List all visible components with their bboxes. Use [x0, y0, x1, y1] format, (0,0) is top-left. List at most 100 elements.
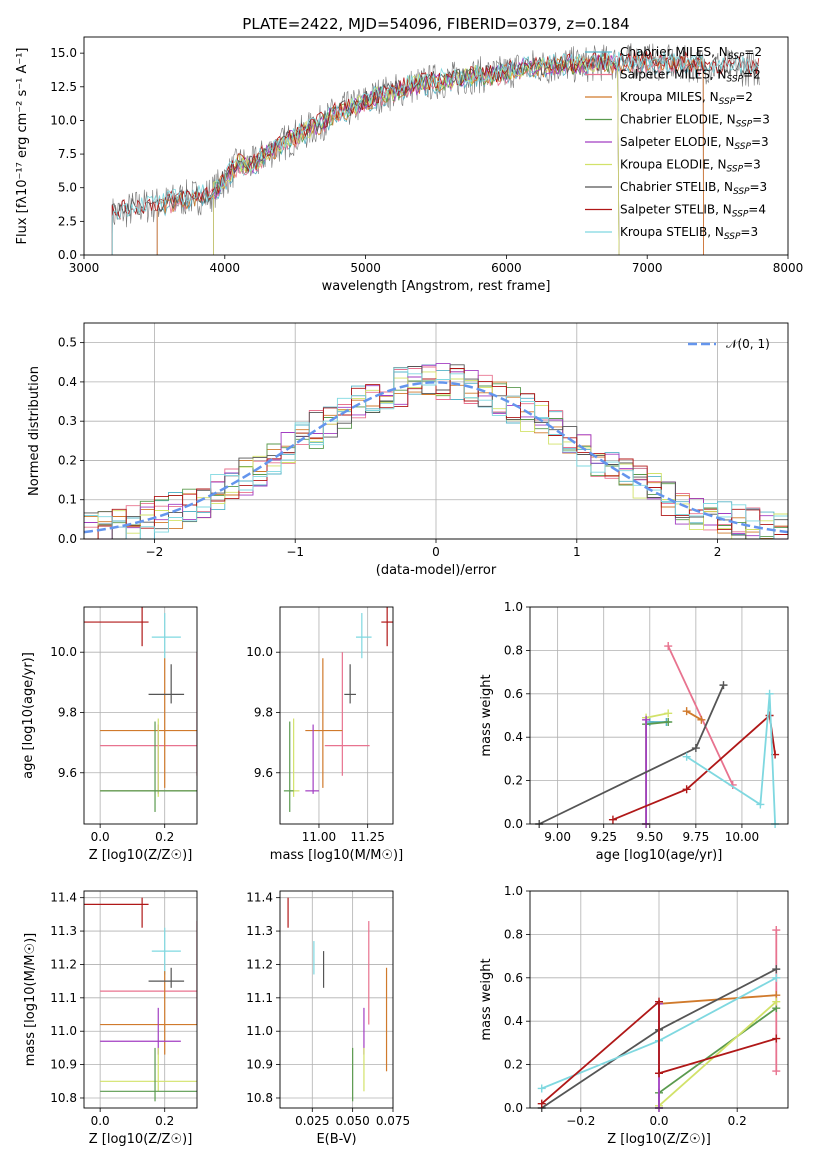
y-tick-label: 7.5	[58, 147, 77, 161]
panel-massweight_vs_age: 9.00 9.25 9.50 9.75 10.00 0.0 0.2 0.4 0.6 0.8 1.0 a…	[479, 600, 789, 863]
hist-krou_stelib	[84, 367, 788, 540]
errorbar-krou_stelib	[355, 613, 372, 659]
errorbar-chab_stelib	[344, 664, 356, 704]
x-tick-label: 9.00	[544, 830, 571, 844]
x-axis-label: wavelength [Angstrom, rest frame]	[322, 279, 551, 294]
y-tick-label: 12.5	[50, 80, 77, 94]
y-axis-label: Flux [fλ10⁻¹⁷ erg cm⁻² s⁻¹ A⁻¹]	[15, 48, 30, 245]
y-tick-label: 0.8	[504, 643, 523, 657]
y-tick-label: 1.0	[504, 884, 523, 898]
series-marker	[772, 1034, 781, 1043]
x-axis-label: age [log10(age/yr)]	[596, 848, 723, 863]
errorbar-salp_miles	[100, 921, 197, 1025]
panel-age_vs_z: 0.0 0.2 9.6 9.8 10.0 Z [log10(Z/Z☉)] age [log1…	[21, 606, 198, 863]
y-axis-label: mass weight	[479, 958, 494, 1040]
series-line	[686, 710, 702, 721]
y-tick-label: 10.8	[50, 1091, 77, 1105]
errorbar-salp_elodie	[305, 724, 319, 794]
panel-residuals: −2 −1 0 1 2 0.0 0.1 0.2 0.3 0.4 0.5 (data-model)/er…	[27, 322, 789, 578]
y-tick-label: 0.0	[504, 817, 523, 831]
y-tick-label: 11.2	[246, 957, 273, 971]
y-tick-label: 15.0	[50, 46, 77, 60]
x-tick-label: 9.25	[590, 830, 617, 844]
y-tick-label: 9.8	[58, 705, 77, 719]
y-tick-label: 0.6	[504, 971, 523, 985]
x-tick-label: 0.050	[335, 1114, 369, 1128]
y-tick-label: 11.0	[50, 1024, 77, 1038]
series-marker	[719, 681, 728, 690]
x-tick-label: 0.075	[376, 1114, 410, 1128]
legend-label: Chabrier ELODIE, NSSP=3	[620, 113, 770, 130]
errorbar-krou_stelib	[151, 927, 181, 975]
panel-age_vs_mass: 11.00 11.25 9.6 9.8 10.0 mass [log10(M/M☉)]	[246, 606, 403, 863]
y-tick-label: 0.4	[58, 375, 77, 389]
axes-frame	[83, 606, 198, 825]
series-marker	[772, 926, 781, 935]
y-tick-label: 9.8	[254, 705, 273, 719]
y-tick-label: 1.0	[504, 600, 523, 614]
panel-mass_vs_ebv: 0.025 0.050 0.075 10.8 10.9 11.0 11.1 11.2 11.3 1…	[246, 890, 410, 1147]
errorbar-salp_elodie	[100, 724, 197, 794]
y-tick-label: 0.4	[504, 1014, 523, 1028]
errorbar-salp_stelib	[84, 607, 149, 647]
legend-label: Kroupa ELODIE, NSSP=3	[620, 158, 761, 175]
x-tick-label: 3000	[69, 261, 100, 275]
errorbar-chab_elodie	[100, 1047, 197, 1102]
axes-frame	[529, 890, 789, 1109]
y-tick-label: 0.1	[58, 493, 77, 507]
y-tick-label: 10.0	[50, 645, 77, 659]
x-tick-label: −2	[146, 545, 164, 559]
x-tick-label: 0.0	[91, 830, 110, 844]
y-axis-label: mass weight	[479, 674, 494, 756]
y-tick-label: 11.1	[246, 991, 273, 1005]
legend-label: Salpeter MILES, NSSP=2	[620, 68, 761, 85]
axes-frame	[83, 36, 789, 256]
y-tick-label: 0.0	[504, 1101, 523, 1115]
errorbar-krou_miles	[305, 658, 343, 788]
x-axis-label: E(B-V)	[316, 1132, 356, 1147]
series-marker	[655, 997, 663, 1006]
x-tick-label: 4000	[210, 261, 241, 275]
x-tick-label: 0.0	[649, 1114, 668, 1128]
series-marker	[691, 744, 700, 753]
y-tick-label: 9.6	[254, 766, 273, 780]
x-axis-label: mass [log10(M/M☉)]	[270, 848, 403, 863]
y-tick-label: 5.0	[58, 181, 77, 195]
x-tick-label: 0	[432, 545, 440, 559]
errorbar-salp_stelib	[84, 897, 149, 928]
series-marker	[756, 800, 765, 809]
y-axis-label: Normed distribution	[27, 366, 42, 496]
series-salp_stelib	[537, 997, 781, 1108]
y-tick-label: 0.5	[58, 336, 77, 350]
x-tick-label: 10.00	[725, 830, 759, 844]
legend-label: Chabrier MILES, NSSP=2	[620, 45, 762, 62]
x-tick-label: 11.25	[350, 830, 384, 844]
x-tick-label: 9.50	[636, 830, 663, 844]
x-tick-label: 0.2	[155, 830, 174, 844]
panel-massweight_vs_z: −0.2 0.0 0.2 0.0 0.2 0.4 0.6 0.8 1.0 Z [log10(Z/Z…	[479, 884, 789, 1147]
errorbar-salp_elodie	[100, 1007, 181, 1055]
series-line	[658, 1007, 777, 1108]
hist-salp_stelib	[84, 368, 788, 540]
panel-spectrum: 3000 4000 5000 6000 7000 8000 0.0 2.5 5.0 7.5 10.0…	[15, 36, 803, 294]
y-tick-label: 11.4	[246, 891, 273, 905]
series-krou_miles	[682, 707, 706, 724]
series-chab_stelib	[535, 681, 728, 828]
legend-label: Kroupa STELIB, NSSP=3	[620, 225, 758, 242]
x-axis-label: Z [log10(Z/Z☉)]	[607, 1132, 711, 1147]
errorbar-salp_miles	[100, 652, 197, 776]
y-tick-label: 10.0	[50, 113, 77, 127]
y-tick-label: 11.4	[50, 891, 77, 905]
x-tick-label: 0.2	[155, 1114, 174, 1128]
y-tick-label: 0.2	[504, 1058, 523, 1072]
errorbar-krou_elodie	[100, 1047, 197, 1092]
gaussian-curve	[83, 381, 789, 534]
errorbar-chab_elodie	[283, 721, 294, 812]
axes-frame	[83, 322, 789, 540]
x-tick-label: 2	[714, 545, 722, 559]
y-tick-label: 10.9	[246, 1058, 273, 1072]
x-tick-label: 0.025	[295, 1114, 329, 1128]
x-tick-label: 11.00	[302, 830, 336, 844]
series-marker	[697, 715, 706, 724]
series-marker	[655, 1069, 663, 1078]
